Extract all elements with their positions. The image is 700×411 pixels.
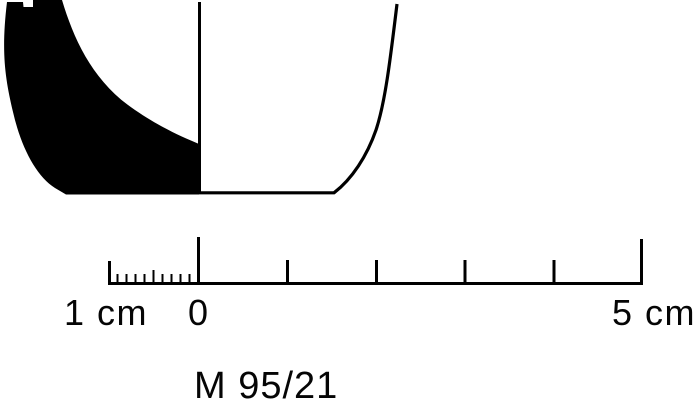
- scale-label-1cm: 1 cm: [64, 292, 149, 333]
- scale-mm-ticks: [116, 270, 191, 282]
- scale-label-zero: 0: [188, 292, 210, 333]
- scale-label-5cm: 5 cm: [612, 292, 697, 333]
- scale-bar: [108, 237, 643, 285]
- vessel-section-fill: [4, 0, 199, 195]
- vessel-outline-right: [199, 3, 399, 195]
- catalog-label: M 95/21: [194, 365, 339, 407]
